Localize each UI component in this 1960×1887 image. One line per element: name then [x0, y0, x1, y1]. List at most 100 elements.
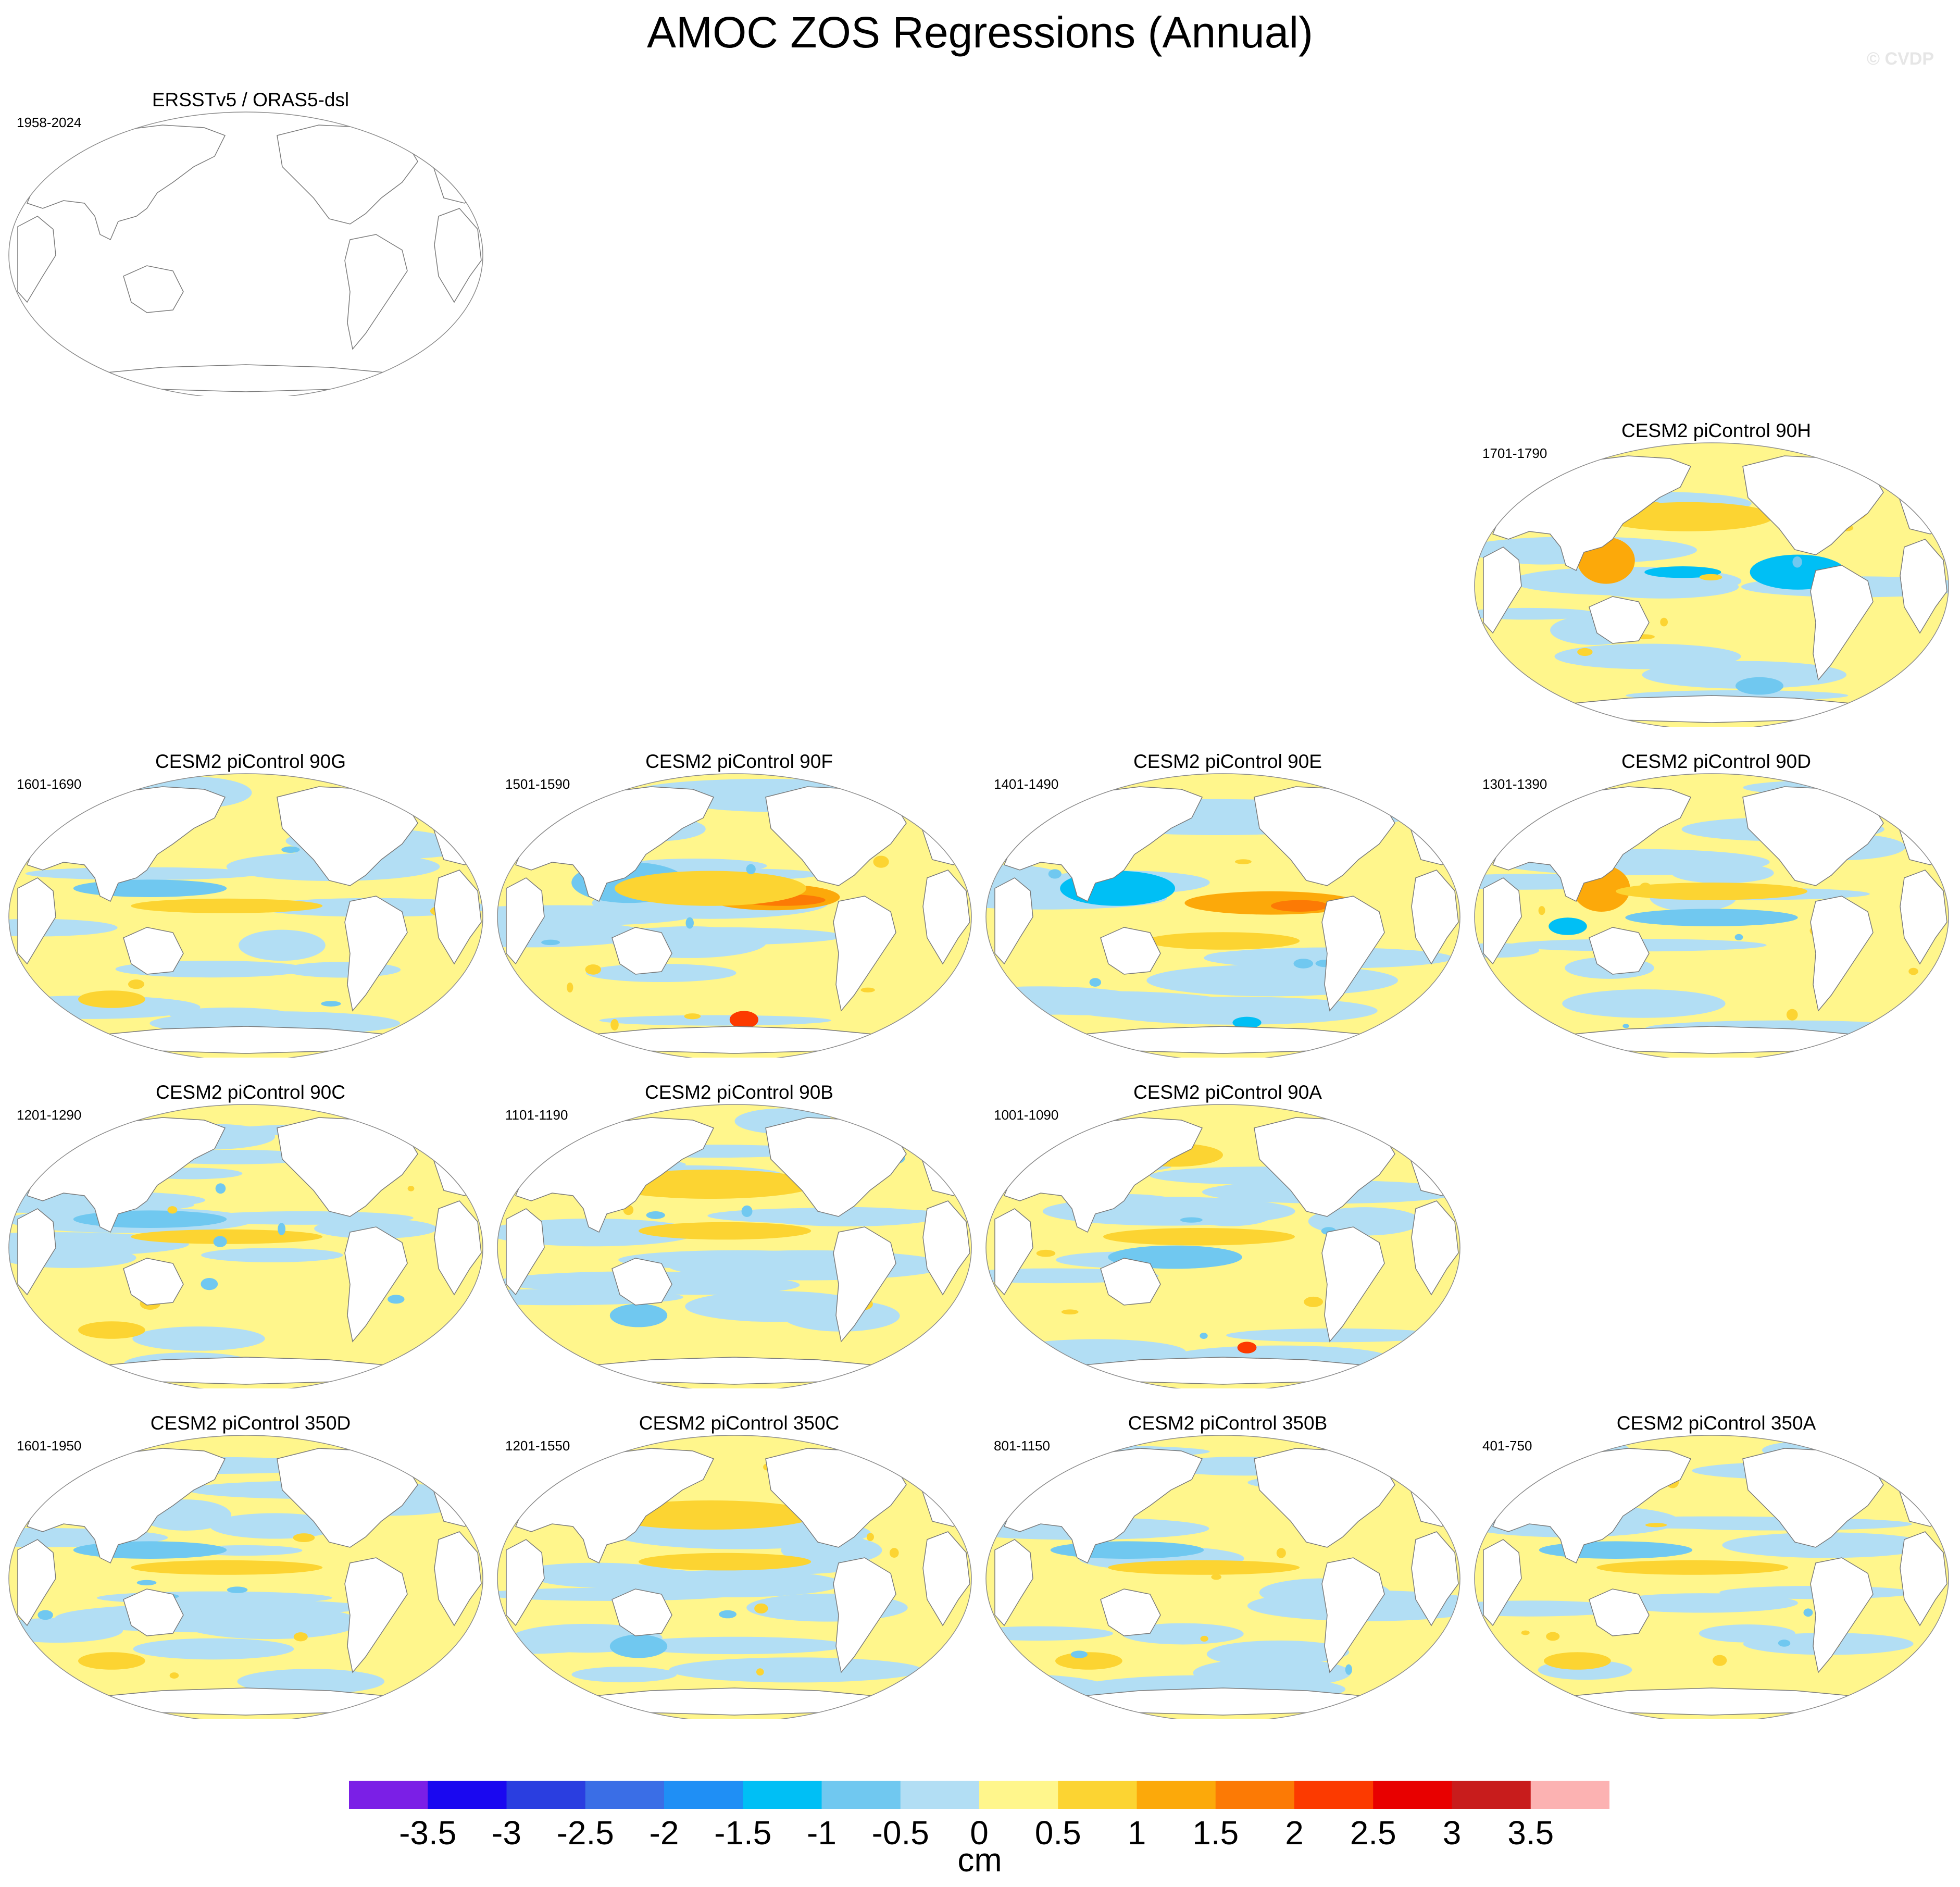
panel-years: 801-1150: [994, 1438, 1050, 1454]
land-mass: [877, 774, 922, 811]
panel-title: CESM2 piControl 350C: [639, 1412, 840, 1434]
anomaly-blob: [1185, 1201, 1275, 1226]
anomaly-speck: [227, 1586, 248, 1593]
land-mass: [389, 1104, 434, 1141]
land-mass: [833, 1226, 896, 1343]
anomaly-speck: [1538, 906, 1545, 915]
land-mass: [1321, 1226, 1385, 1343]
anomaly-blob: [1226, 1328, 1445, 1343]
anomaly-speck: [1660, 617, 1668, 627]
anomaly-blob: [1237, 1342, 1257, 1354]
land-mass: [611, 927, 672, 975]
map-svg: [985, 773, 1460, 1058]
map-border: [1474, 1435, 1949, 1719]
map-field: [9, 1104, 483, 1388]
land-mass: [17, 1539, 56, 1627]
anomaly-speck: [758, 1560, 781, 1566]
anomaly-speck: [889, 1548, 899, 1558]
land-mass: [1589, 1588, 1650, 1636]
map-panel: CESM2 piControl 350D 1601-1950: [6, 1412, 495, 1724]
anomaly-blob: [515, 1562, 678, 1585]
panel-years: 1201-1550: [505, 1438, 570, 1454]
map-svg: [497, 1435, 972, 1719]
anomaly-blob: [131, 898, 323, 913]
land-mass: [922, 1200, 970, 1296]
map-panel: ERSSTv5 / ORAS5-dsl 1958-2024: [6, 89, 495, 401]
land-mass: [1483, 1539, 1522, 1627]
colorbar-tick-label: 1: [1127, 1814, 1146, 1852]
map-svg: [985, 1435, 1460, 1719]
anomaly-speck: [1036, 1249, 1056, 1257]
map-panel: CESM2 piControl 90G 1601-1690: [6, 750, 495, 1063]
land-mass: [922, 1531, 970, 1627]
anomaly-speck: [1640, 883, 1651, 890]
map-svg: [1474, 773, 1949, 1058]
land-mass: [1100, 1588, 1161, 1636]
anomaly-blob: [609, 1634, 668, 1658]
colorbar-tick-label: 1.5: [1192, 1814, 1239, 1852]
anomaly-speck: [1786, 1009, 1798, 1021]
anomaly-speck: [1200, 1333, 1208, 1339]
land-mass: [433, 156, 481, 204]
land-mass: [123, 927, 184, 975]
anomaly-speck: [1577, 648, 1593, 656]
land-mass: [1321, 1557, 1385, 1673]
anomaly-blob: [622, 1570, 843, 1597]
land-mass: [1810, 896, 1874, 1012]
land-mass: [26, 125, 226, 241]
anomaly-speck: [1521, 1630, 1530, 1635]
land-mass: [1810, 1557, 1874, 1673]
anomaly-blob: [1736, 677, 1783, 695]
anomaly-speck: [278, 1223, 286, 1236]
anomaly-blob: [669, 1657, 922, 1683]
anomaly-speck: [215, 1183, 226, 1194]
anomaly-blob: [1601, 502, 1774, 531]
anomaly-speck: [1712, 1655, 1727, 1666]
colorbar-tick-label: 2: [1285, 1814, 1304, 1852]
anomaly-blob: [1608, 1593, 1798, 1613]
map-field: [986, 774, 1460, 1058]
anomaly-speck: [38, 1610, 53, 1620]
land-mass: [1321, 896, 1385, 1012]
map-field: [497, 774, 971, 1058]
map-svg: [497, 1104, 972, 1388]
anomaly-blob: [566, 927, 845, 946]
land-mass: [1411, 1531, 1459, 1627]
panel-years: 1101-1190: [505, 1107, 568, 1123]
anomaly-speck: [321, 1001, 341, 1007]
land-mass: [123, 1258, 184, 1306]
land-mass: [389, 774, 434, 811]
anomaly-blob: [1671, 862, 1774, 884]
colorbar-swatch: [743, 1781, 822, 1809]
land-mass: [506, 877, 545, 965]
land-mass: [1589, 596, 1650, 644]
land-mass: [123, 265, 184, 313]
anomaly-speck: [1061, 1309, 1079, 1314]
panel-title: CESM2 piControl 350D: [150, 1412, 351, 1434]
land-mass: [277, 125, 418, 225]
anomaly-blob: [609, 1303, 668, 1327]
map-field: [9, 1435, 483, 1719]
map-panel: CESM2 piControl 90A 1001-1090: [983, 1081, 1472, 1394]
map-border: [8, 773, 483, 1058]
anomaly-blob: [639, 1222, 812, 1240]
map-svg: [497, 773, 972, 1058]
anomaly-speck: [1005, 1475, 1025, 1485]
map-svg: [8, 1104, 483, 1388]
map-field: [17, 112, 482, 392]
colorbar-tick-label: 0: [970, 1814, 989, 1852]
anomaly-speck: [281, 846, 300, 853]
anomaly-blob: [1108, 1560, 1300, 1575]
page-title: AMOC ZOS Regressions (Annual): [646, 8, 1314, 57]
colorbar-swatch: [1058, 1781, 1137, 1809]
anomaly-speck: [1304, 1296, 1323, 1307]
colorbar-swatch: [506, 1781, 586, 1809]
anomaly-blob: [1271, 900, 1329, 912]
land-mass: [17, 877, 56, 965]
panel-title: ERSSTv5 / ORAS5-dsl: [152, 89, 349, 110]
anomaly-blob: [624, 1636, 847, 1655]
colorbar-unit: cm: [957, 1841, 1002, 1879]
anomaly-blob: [497, 1633, 605, 1654]
anomaly-speck: [684, 1013, 701, 1020]
watermark: © CVDP: [1867, 49, 1934, 69]
